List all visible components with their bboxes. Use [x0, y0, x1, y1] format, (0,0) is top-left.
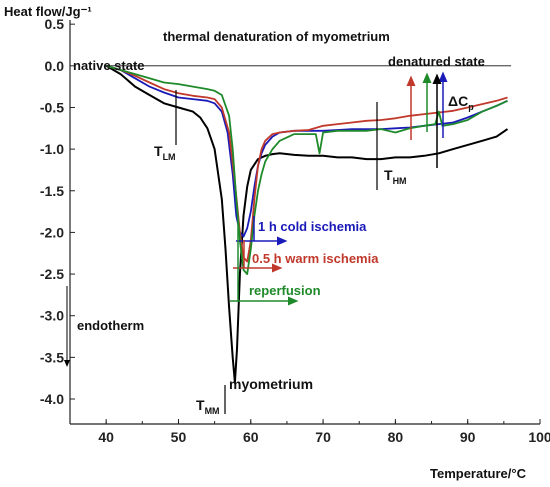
x-tick-label: 70 [315, 429, 331, 445]
x-tick-label: 100 [528, 429, 550, 445]
y-tick-label: -2.0 [40, 224, 64, 240]
warm-ischemia-label: 0.5 h warm ischemia [252, 251, 379, 266]
reperfusion-label: reperfusion [249, 283, 321, 298]
y-tick-label: 0.0 [45, 58, 65, 74]
cold-ischemia-label: 1 h cold ischemia [258, 219, 367, 234]
x-tick-label: 50 [171, 429, 187, 445]
y-tick-label: -0.5 [40, 99, 64, 115]
x-axis-label: Temperature/°C [430, 466, 527, 481]
y-axis-label: Heat flow/Jg⁻¹ [4, 4, 92, 19]
y-tick-label: -3.0 [40, 308, 64, 324]
y-ticks: 0.5 0.0 -0.5 -1.0 -1.5 -2.0 -2.5 -3.0 -3.5 -4.0 [40, 16, 75, 407]
x-tick-label: 80 [388, 429, 404, 445]
x-tick-label: 60 [243, 429, 259, 445]
chart-title: thermal denaturation of myometrium [163, 29, 390, 44]
y-tick-label: -1.5 [40, 183, 64, 199]
denatured-state-label: denatured state [388, 54, 485, 69]
x-tick-label: 40 [98, 429, 114, 445]
t-mm-label: TMM [196, 397, 220, 416]
t-lm-label: TLM [154, 143, 176, 162]
series-line-reperfusion [105, 64, 508, 276]
series-line-0-5-h-warm-ischemia [105, 64, 508, 263]
x-tick-label: 90 [460, 429, 476, 445]
delta-cp-label: ΔCp [448, 93, 474, 112]
x-ticks: 40 50 60 70 80 90 100 [69, 419, 550, 445]
series-line-myometrium [105, 64, 509, 384]
endotherm-label: endotherm [77, 318, 144, 333]
y-tick-label: -1.0 [40, 141, 64, 157]
t-hm-label: THM [384, 167, 407, 186]
y-tick-label: -2.5 [40, 266, 64, 282]
y-tick-label: -4.0 [40, 391, 64, 407]
native-state-label: native state [73, 58, 145, 73]
myometrium-label: myometrium [229, 376, 313, 392]
series-layer [105, 64, 509, 384]
y-tick-label: 0.5 [45, 16, 65, 32]
y-tick-label: -3.5 [40, 349, 64, 365]
